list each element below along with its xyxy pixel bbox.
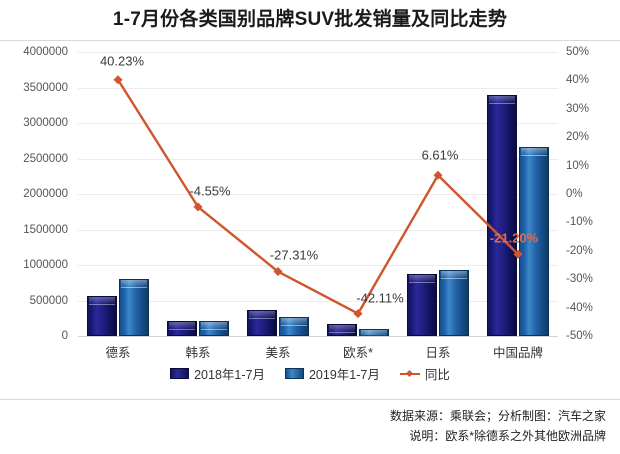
right-axis-tick: -30% xyxy=(566,273,593,286)
data-label: -21.20% xyxy=(489,230,539,246)
gridline xyxy=(78,52,558,53)
legend-item[interactable]: 2019年1-7月 xyxy=(284,364,380,383)
footer-note: 说明：欧系*除德系之外其他欧洲品牌 xyxy=(409,429,606,443)
footer-divider xyxy=(0,399,620,400)
right-axis-tick: 30% xyxy=(566,102,590,115)
chart-footer: 数据来源：乘联会；分析制图：汽车之家 说明：欧系*除德系之外其他欧洲品牌 xyxy=(390,406,606,446)
category-label: 德系 xyxy=(105,346,131,360)
legend-label: 2019年1-7月 xyxy=(308,368,380,382)
bar-2019 xyxy=(199,321,229,336)
gridline xyxy=(78,158,558,160)
right-axis-tick: 0% xyxy=(566,188,583,200)
legend-swatch-icon xyxy=(284,368,304,379)
gridline xyxy=(78,300,558,302)
gridline xyxy=(78,87,558,89)
right-axis-tick: 40% xyxy=(566,74,590,87)
right-axis-tick: -10% xyxy=(566,216,593,229)
left-axis-tick: 1500000 xyxy=(23,223,68,236)
data-label: -27.31% xyxy=(269,247,319,263)
plot-area xyxy=(78,52,558,337)
bar-2018 xyxy=(87,295,117,336)
data-label: -42.11% xyxy=(356,290,404,306)
bar-2019 xyxy=(519,146,549,336)
title-divider xyxy=(0,40,620,41)
left-axis-tick: 3000000 xyxy=(23,117,68,129)
legend-label: 同比 xyxy=(424,368,450,382)
legend-swatch-icon xyxy=(170,368,190,379)
left-axis-tick: 4000000 xyxy=(23,46,68,58)
bar-2018 xyxy=(327,323,357,336)
left-axis-tick: 3500000 xyxy=(23,81,68,94)
bar-2018 xyxy=(247,309,277,336)
legend-item[interactable]: 2018年1-7月 xyxy=(170,364,265,383)
data-label: -4.55% xyxy=(189,183,231,199)
chart-legend: 2018年1-7月 2019年1-7月 同比 xyxy=(0,364,620,383)
category-label: 日系 xyxy=(425,346,451,360)
left-axis-tick: 1000000 xyxy=(23,259,68,271)
right-axis-tick: -40% xyxy=(566,301,593,314)
gridline xyxy=(78,123,558,124)
bar-2019 xyxy=(119,279,149,336)
right-axis-tick: -50% xyxy=(566,330,593,342)
bar-2018 xyxy=(487,95,517,336)
right-axis-tick: 10% xyxy=(566,159,590,172)
chart-title: 1-7月份各类国别品牌SUV批发销量及同比走势 xyxy=(112,9,508,30)
bar-2019 xyxy=(279,316,309,336)
bar-2019 xyxy=(359,328,389,339)
gridline xyxy=(78,229,558,231)
bar-2018 xyxy=(407,274,437,336)
category-label: 中国品牌 xyxy=(492,346,544,360)
bar-2018 xyxy=(167,320,197,336)
data-label: 40.23% xyxy=(99,53,145,69)
right-axis-tick: 20% xyxy=(566,131,590,144)
legend-line-marker-icon xyxy=(399,369,420,379)
gridline xyxy=(78,194,558,195)
legend-item[interactable]: 同比 xyxy=(399,364,450,383)
bar-2019 xyxy=(439,270,469,336)
legend-label: 2018年1-7月 xyxy=(194,368,265,382)
gridline xyxy=(78,265,558,266)
footer-source: 数据来源：乘联会；分析制图：汽车之家 xyxy=(389,409,606,423)
axis-baseline xyxy=(78,336,558,337)
left-axis-tick: 0 xyxy=(61,330,68,342)
left-axis-tick: 500000 xyxy=(29,294,68,307)
left-axis-tick: 2000000 xyxy=(23,188,68,200)
category-label: 美系 xyxy=(265,346,291,360)
left-axis-tick: 2500000 xyxy=(23,152,68,165)
data-label: 6.61% xyxy=(421,147,459,163)
right-axis-tick: 50% xyxy=(566,46,590,58)
category-label: 韩系 xyxy=(185,346,211,360)
right-axis-tick: -20% xyxy=(566,244,593,257)
category-label: 欧系* xyxy=(343,346,373,360)
